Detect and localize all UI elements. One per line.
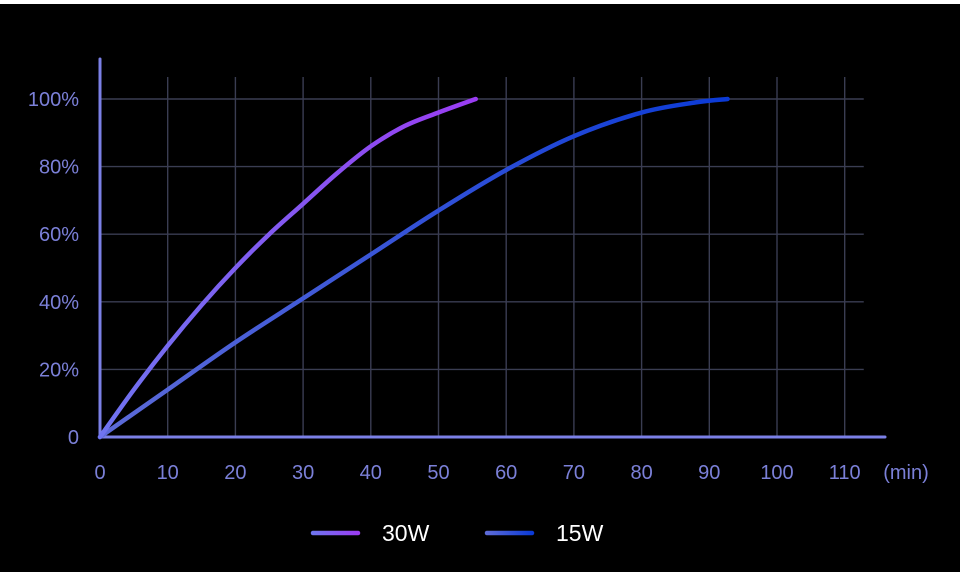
x-tick-label: 80 — [630, 462, 652, 484]
y-tick-label: 20% — [39, 359, 79, 381]
x-tick-label: 110 — [829, 462, 861, 484]
y-tick-label: 80% — [39, 157, 79, 179]
y-tick-label: 40% — [39, 292, 79, 314]
legend-label-15w: 15W — [556, 520, 604, 546]
y-tick-label: 0 — [68, 427, 79, 449]
x-tick-label: 30 — [292, 462, 314, 484]
legend-label-30w: 30W — [382, 520, 430, 546]
x-tick-label: 50 — [427, 462, 449, 484]
y-tick-label: 60% — [39, 224, 79, 246]
x-tick-label: 70 — [563, 462, 585, 484]
tick-labels: 0 20% 40% 60% 80% 100% 0 10 20 30 40 50 60 70 80 90 100 1… — [28, 89, 929, 484]
chart-panel: 0 20% 40% 60% 80% 100% 0 10 20 30 40 50 60 70 80 90 100 1… — [0, 4, 960, 572]
grid — [100, 77, 864, 437]
x-tick-label: 0 — [94, 462, 105, 484]
charging-curve-chart: 0 20% 40% 60% 80% 100% 0 10 20 30 40 50 60 70 80 90 100 1… — [28, 57, 929, 546]
y-tick-label: 100% — [28, 89, 79, 111]
x-tick-label: 60 — [495, 462, 517, 484]
axes — [98, 57, 887, 439]
series-lines — [97, 96, 730, 440]
x-tick-label: 40 — [360, 462, 382, 484]
x-unit-label: (min) — [883, 462, 929, 484]
x-tick-label: 20 — [224, 462, 246, 484]
series-line-30w — [97, 96, 478, 440]
legend: 30W 15W — [310, 520, 604, 546]
series-line-15w — [97, 96, 730, 440]
x-tick-label: 10 — [157, 462, 179, 484]
x-tick-label: 90 — [698, 462, 720, 484]
x-tick-label: 100 — [760, 462, 793, 484]
